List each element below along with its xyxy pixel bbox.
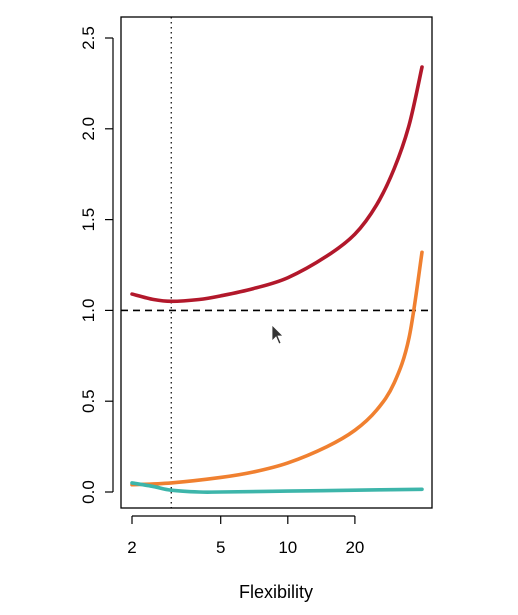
plot-frame	[120, 16, 433, 509]
series-line-1	[130, 65, 424, 304]
y-tick-label: 0.0	[79, 480, 98, 504]
y-tick-label: 2.5	[79, 26, 98, 50]
series-line-2	[130, 250, 424, 487]
x-tick-label: 20	[345, 538, 364, 557]
series-layer	[130, 65, 424, 494]
mouse-pointer-icon	[271, 324, 284, 345]
reference-lines	[121, 17, 432, 508]
x-axis-title: Flexibility	[239, 582, 313, 602]
series-line-3	[130, 481, 424, 494]
y-tick-label: 1.0	[79, 299, 98, 323]
x-tick-label: 5	[216, 538, 225, 557]
y-tick-label: 1.5	[79, 208, 98, 232]
y-axis: 0.0 0.5 1.0 1.5 2.0 2.5	[79, 26, 114, 504]
x-tick-label: 2	[127, 538, 136, 557]
x-axis: 2 5 10 20	[127, 515, 364, 557]
y-tick-label: 0.5	[79, 389, 98, 413]
y-tick-label: 2.0	[79, 117, 98, 141]
x-tick-label: 10	[278, 538, 297, 557]
